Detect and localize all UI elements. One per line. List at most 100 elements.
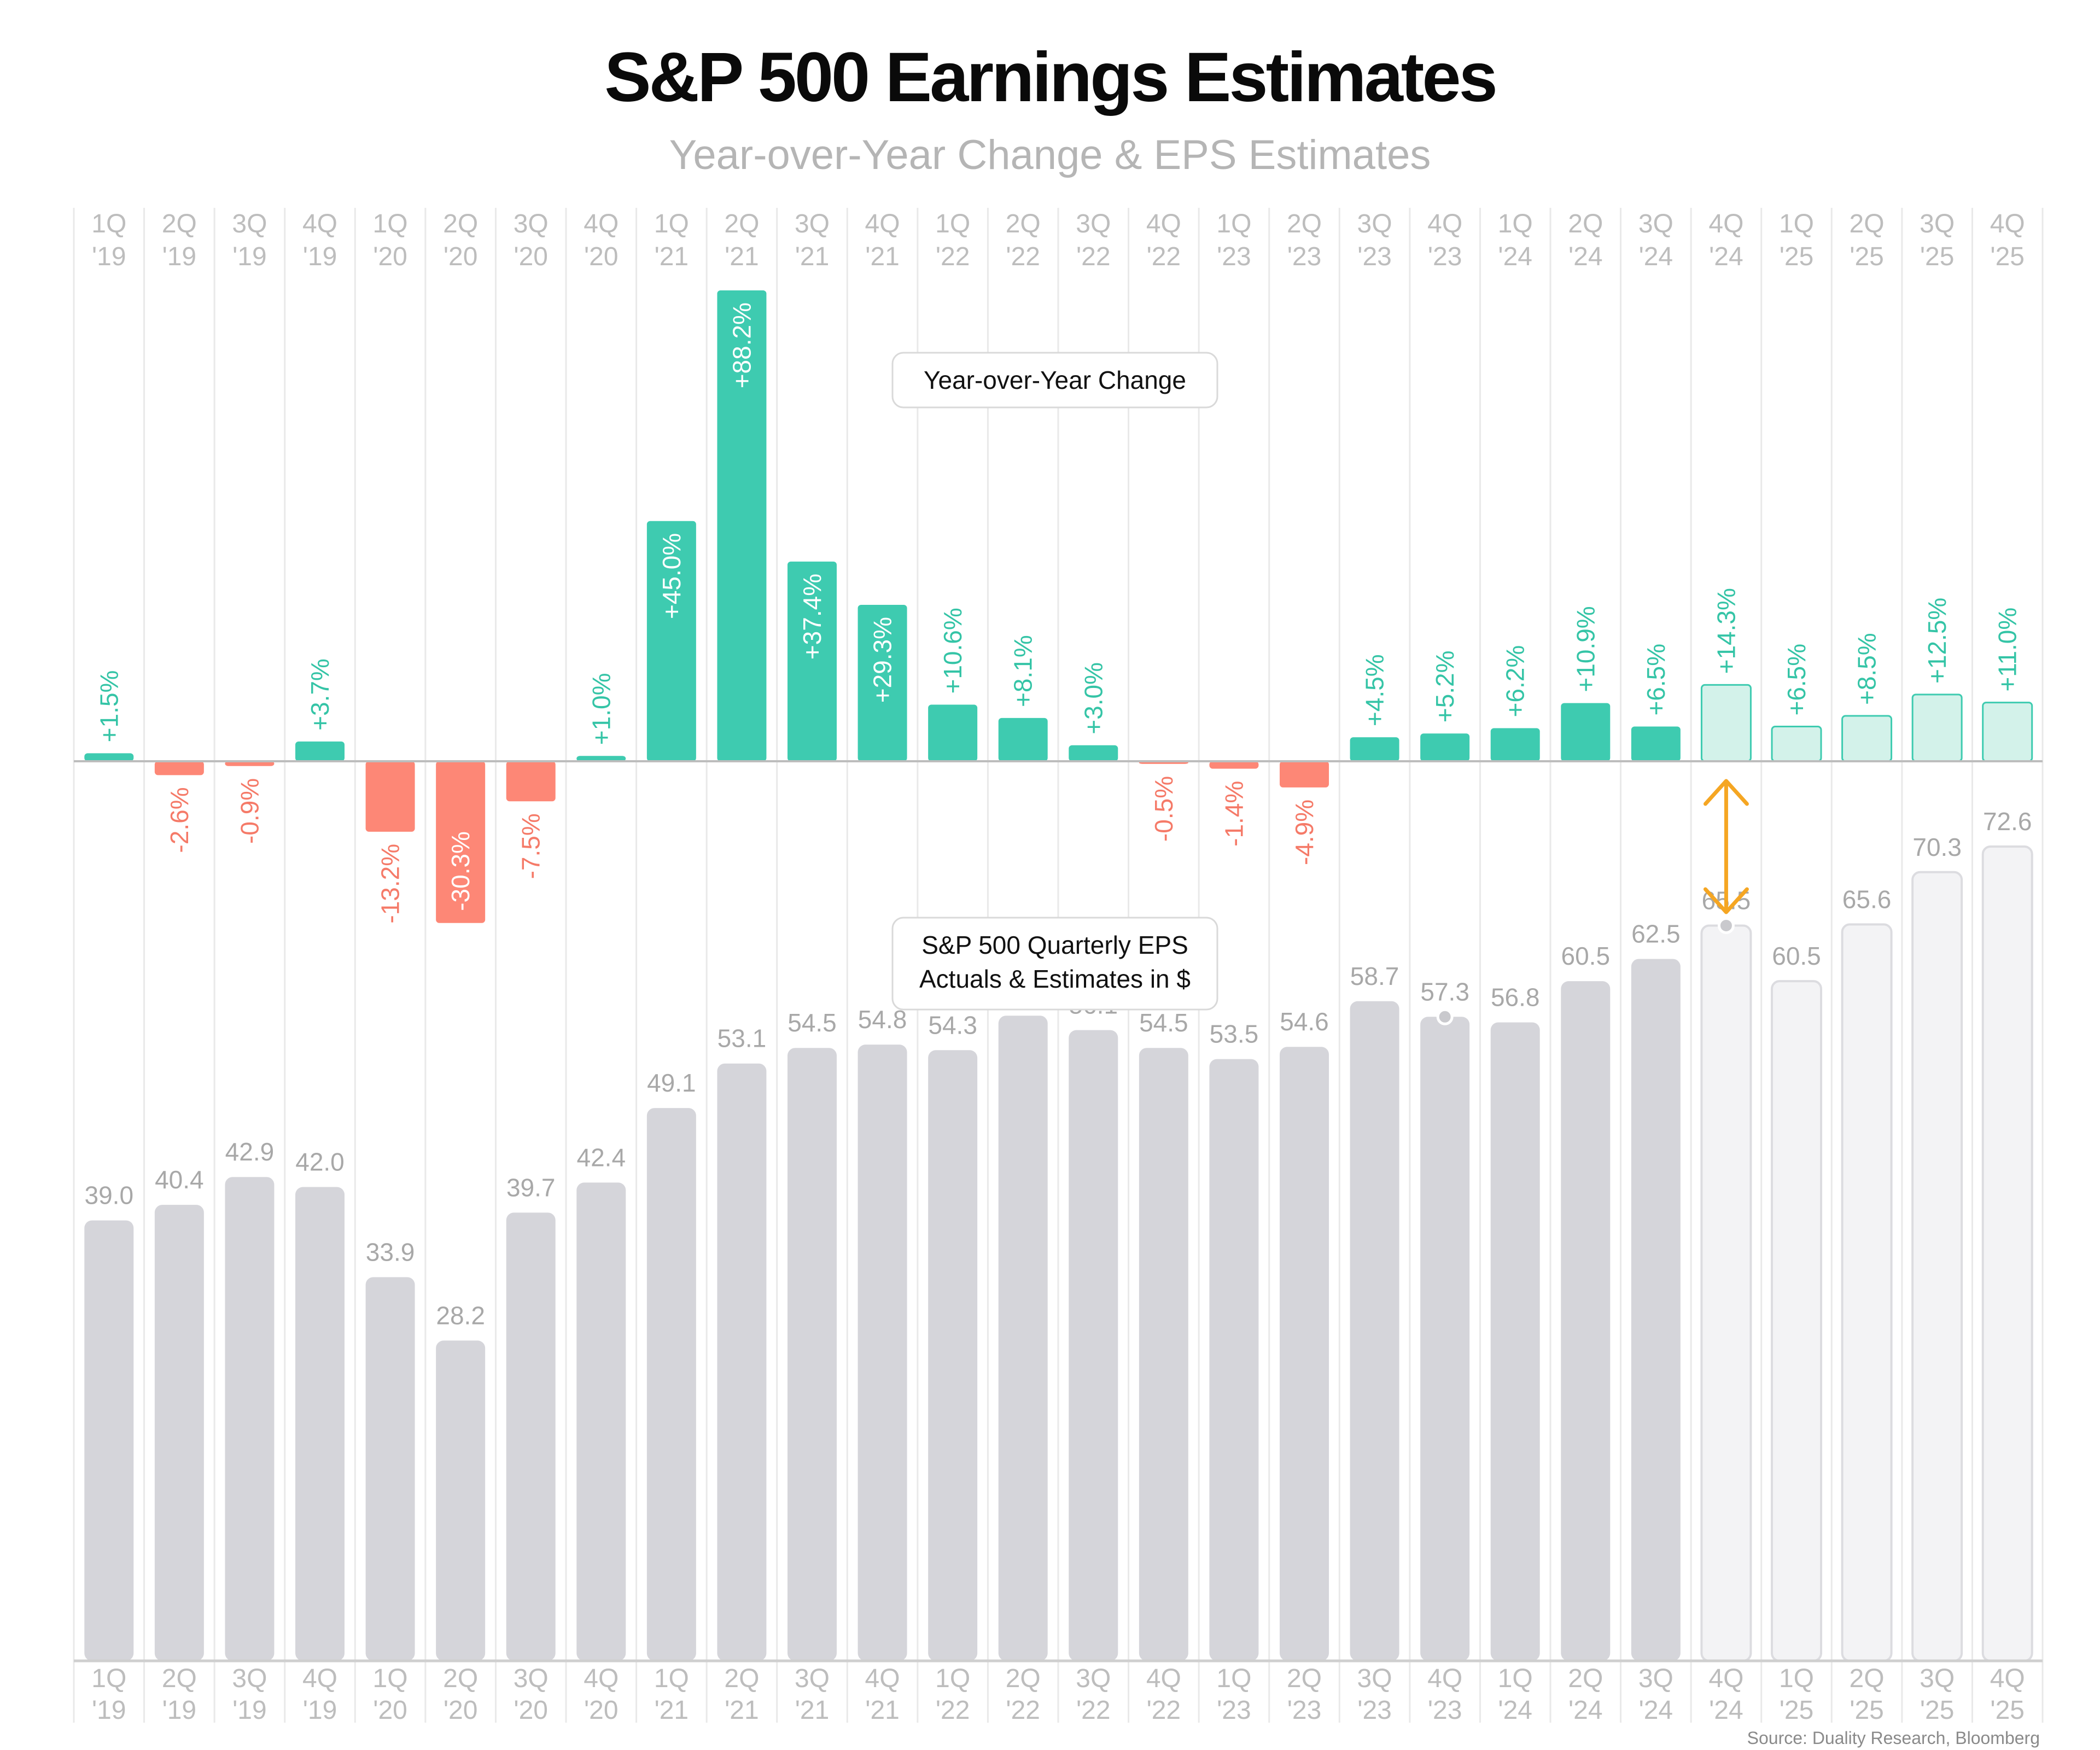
bottom-category-year: '23 [1287,1696,1322,1725]
bottom-category-year: '19 [92,1696,126,1725]
bottom-category-year: '22 [1076,1696,1111,1725]
eps-annotation-text: S&P 500 Quarterly EPS [921,931,1188,959]
yoy-data-label: +4.5% [1361,654,1389,726]
top-category-quarter: 3Q [1357,209,1392,238]
eps-bar [1911,871,1963,1662]
bottom-category-quarter: 3Q [1638,1664,1673,1693]
bottom-category-quarter: 4Q [1146,1664,1181,1693]
top-category-quarter: 4Q [865,209,900,238]
eps-data-label: 72.6 [1983,807,2032,836]
top-category-year: '22 [1006,242,1040,271]
yoy-data-label: -1.4% [1220,781,1248,847]
yoy-bar [506,761,556,802]
top-category-year: '24 [1498,242,1532,271]
yoy-annotation-box [891,352,1218,409]
bottom-category-quarter: 3Q [514,1664,549,1693]
eps-bar [858,1045,907,1661]
eps-data-label: 42.9 [225,1138,275,1166]
top-category-year: '22 [936,242,970,271]
top-category-year: '23 [1287,242,1322,271]
yoy-bar [858,604,907,761]
yoy-data-label: +1.0% [587,673,615,745]
bottom-category-quarter: 3Q [232,1664,267,1693]
top-category-quarter: 4Q [1427,209,1462,238]
yoy-data-label: +8.1% [1009,635,1037,707]
eps-data-label: 57.3 [1420,977,1469,1006]
yoy-data-label: +45.0% [657,533,686,619]
bottom-category-year: '20 [373,1696,407,1725]
yoy-bar [1911,693,1963,762]
eps-data-label: 53.1 [718,1024,767,1053]
yoy-data-label: +6.5% [1782,644,1811,716]
bottom-category-year: '23 [1357,1696,1392,1725]
arrow-head-up [1703,779,1749,806]
yoy-bar [1631,726,1681,761]
eps-data-label: 42.0 [295,1148,345,1176]
yoy-bar [1841,715,1893,762]
bottom-category-year: '25 [1990,1696,2025,1725]
top-category-year: '20 [373,242,407,271]
eps-data-label: 39.7 [506,1173,556,1201]
yoy-bar [576,756,626,761]
eps-data-label: 28.2 [436,1301,485,1329]
bottom-category-quarter: 4Q [1990,1664,2025,1693]
yoy-bar [436,761,486,923]
top-category-year: '22 [1147,242,1181,271]
top-category-year: '19 [92,242,126,271]
eps-bar [154,1205,204,1661]
bottom-category-quarter: 2Q [443,1664,478,1693]
eps-bar [1700,924,1752,1662]
yoy-bar [1280,761,1329,788]
bottom-category-quarter: 3Q [1076,1664,1111,1693]
top-category-year: '23 [1217,242,1251,271]
bottom-category-year: '22 [1147,1696,1181,1725]
bottom-category-year: '21 [795,1696,830,1725]
top-category-year: '20 [444,242,478,271]
top-category-quarter: 3Q [1638,209,1673,238]
eps-data-label: 54.3 [928,1011,977,1039]
top-category-year: '24 [1709,242,1743,271]
bottom-category-quarter: 1Q [1779,1664,1814,1693]
yoy-bar [1490,728,1540,761]
yoy-bar [646,521,696,761]
top-category-quarter: 3Q [1920,209,1955,238]
bottom-category-quarter: 1Q [1498,1664,1533,1693]
yoy-data-label: +10.6% [938,608,967,693]
eps-data-label: 33.9 [366,1238,415,1266]
bottom-category-quarter: 1Q [935,1664,970,1693]
yoy-annotation-text: Year-over-Year Change [924,366,1186,394]
bottom-category-quarter: 4Q [865,1664,900,1693]
bottom-category-quarter: 3Q [1357,1664,1392,1693]
bottom-category-quarter: 1Q [1216,1664,1251,1693]
bottom-category-quarter: 2Q [1568,1664,1603,1693]
top-category-year: '25 [1990,242,2025,271]
yoy-bar [1420,733,1470,761]
bottom-category-year: '22 [1006,1696,1040,1725]
eps-bar [1420,1017,1470,1661]
top-category-year: '19 [162,242,197,271]
bottom-category-year: '25 [1780,1696,1814,1725]
top-category-quarter: 3Q [514,209,549,238]
yoy-bar [1700,684,1752,762]
bottom-category-year: '19 [232,1696,267,1725]
top-category-quarter: 1Q [1498,209,1533,238]
yoy-bar [365,761,415,832]
eps-data-label: 56.8 [1491,983,1540,1011]
bottom-category-quarter: 3Q [795,1664,830,1693]
top-category-quarter: 4Q [1146,209,1181,238]
eps-data-label: 70.3 [1912,833,1962,861]
yoy-data-label: +37.4% [798,574,826,660]
eps-data-label: 53.5 [1210,1020,1259,1048]
eps-bar [1631,959,1681,1661]
top-category-quarter: 3Q [795,209,830,238]
top-category-year: '23 [1357,242,1392,271]
yoy-data-label: -30.3% [446,831,475,911]
eps-bar [1350,1001,1399,1661]
top-category-quarter: 3Q [232,209,267,238]
top-category-year: '21 [795,242,830,271]
top-category-quarter: 2Q [1006,209,1041,238]
eps-bar [1069,1030,1118,1661]
bottom-category-quarter: 1Q [654,1664,689,1693]
eps-data-label: 65.6 [1842,885,1892,913]
